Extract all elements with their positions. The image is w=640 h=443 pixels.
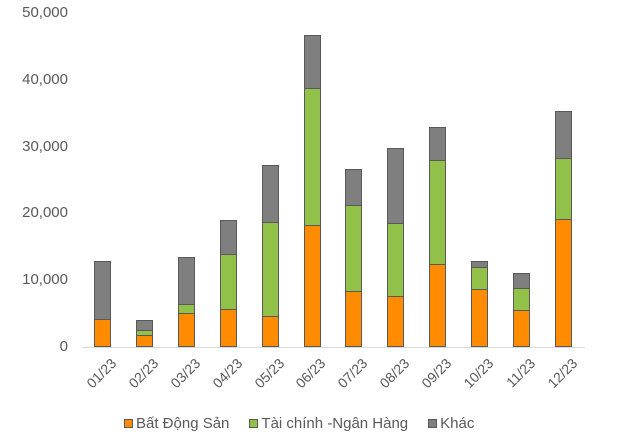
bar-12-23: [554, 111, 572, 347]
bar-segment-tai-chinh-ngan-hang: [387, 222, 405, 297]
bar-segment-tai-chinh-ngan-hang: [345, 205, 363, 291]
bar-segment-bat-dong-san: [219, 308, 237, 347]
bar-segment-khac: [513, 272, 530, 289]
x-tick-label: 07/23: [334, 355, 371, 392]
bar-11-23: [513, 272, 530, 347]
bar-09-23: [429, 127, 447, 347]
bar-segment-bat-dong-san: [513, 310, 530, 347]
bar-08-23: [387, 147, 405, 347]
y-tick-label: 30,000: [22, 137, 68, 155]
bar-segment-bat-dong-san: [429, 264, 447, 347]
bar-segment-khac: [135, 319, 153, 330]
bar-04-23: [219, 220, 237, 347]
bar-segment-khac: [387, 147, 405, 223]
bar-segment-tai-chinh-ngan-hang: [135, 329, 153, 335]
x-tick-label: 09/23: [418, 355, 455, 392]
bar-segment-bat-dong-san: [554, 218, 572, 347]
bar-05-23: [261, 164, 279, 347]
bar-segment-bat-dong-san: [177, 312, 195, 347]
legend: Bất Động Sản Tài chính -Ngân Hàng Khác: [124, 415, 474, 432]
x-tick-label: 01/23: [83, 355, 120, 392]
bar-segment-tai-chinh-ngan-hang: [554, 157, 572, 219]
bar-segment-khac: [554, 111, 572, 158]
bar-segment-khac: [471, 260, 489, 267]
bar-segment-bat-dong-san: [261, 316, 279, 347]
x-tick-label: 02/23: [125, 355, 162, 392]
bar-segment-tai-chinh-ngan-hang: [513, 288, 530, 311]
x-tick-label: 06/23: [292, 355, 329, 392]
bar-segment-bat-dong-san: [94, 318, 111, 347]
legend-swatch-orange-icon: [124, 419, 133, 428]
x-tick-label: 12/23: [544, 355, 581, 392]
bar-segment-tai-chinh-ngan-hang: [219, 254, 237, 309]
bar-06-23: [303, 35, 321, 347]
bar-segment-tai-chinh-ngan-hang: [177, 303, 195, 313]
legend-label: Khác: [440, 415, 475, 432]
bar-segment-bat-dong-san: [135, 334, 153, 347]
bar-10-23: [471, 260, 489, 347]
x-tick-label: 10/23: [460, 355, 497, 392]
bar-03-23: [177, 257, 195, 347]
bar-segment-bat-dong-san: [387, 296, 405, 347]
y-tick-label: 0: [59, 338, 68, 355]
bar-segment-tai-chinh-ngan-hang: [261, 222, 279, 317]
x-tick-label: 11/23: [502, 355, 539, 391]
bar-01-23: [94, 260, 111, 347]
legend-swatch-gray-icon: [428, 419, 438, 428]
bar-segment-tai-chinh-ngan-hang: [471, 266, 489, 289]
bar-segment-tai-chinh-ngan-hang: [303, 87, 321, 226]
x-axis-line: [82, 347, 585, 348]
legend-item-tai-chinh-ngan-hang: Tài chính -Ngân Hàng: [249, 415, 408, 432]
bar-segment-bat-dong-san: [303, 225, 321, 347]
legend-swatch-green-icon: [249, 419, 259, 428]
legend-item-bat-dong-san: Bất Động Sản: [124, 415, 229, 432]
legend-item-khac: Khác: [428, 415, 474, 432]
y-tick-label: 10,000: [22, 271, 68, 289]
bar-segment-bat-dong-san: [345, 290, 363, 347]
y-tick-label: 40,000: [22, 70, 68, 88]
bar-segment-tai-chinh-ngan-hang: [429, 159, 447, 265]
y-tick-label: 20,000: [22, 204, 68, 222]
legend-label: Bất Động Sản: [136, 415, 230, 432]
y-tick-label: 50,000: [22, 4, 68, 21]
x-tick-label: 05/23: [250, 355, 287, 392]
bar-segment-khac: [345, 169, 363, 206]
bar-segment-khac: [429, 127, 447, 160]
x-tick-label: 03/23: [167, 355, 204, 392]
bar-segment-bat-dong-san: [471, 288, 489, 347]
bar-07-23: [345, 169, 363, 347]
bar-segment-khac: [261, 164, 279, 223]
x-tick-label: 08/23: [376, 355, 413, 392]
bar-segment-khac: [303, 35, 321, 88]
x-tick-label: 04/23: [208, 355, 246, 392]
bar-segment-khac: [177, 257, 195, 304]
legend-label: Tài chính -Ngân Hàng: [261, 415, 409, 432]
bar-segment-khac: [94, 260, 111, 319]
bar-02-23: [135, 319, 153, 347]
bar-segment-khac: [219, 220, 237, 255]
